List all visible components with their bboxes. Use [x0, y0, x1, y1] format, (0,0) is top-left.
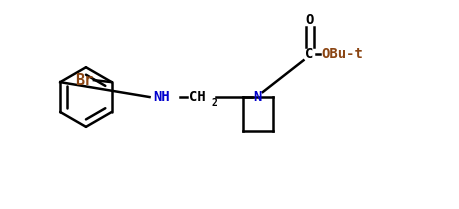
Text: O: O [305, 13, 313, 27]
Text: N: N [254, 90, 262, 104]
Text: OBu-t: OBu-t [321, 47, 363, 61]
Text: CH: CH [189, 90, 206, 104]
Text: NH: NH [153, 90, 170, 104]
Text: Br: Br [75, 73, 93, 88]
Text: C: C [305, 47, 313, 61]
Text: 2: 2 [211, 98, 217, 108]
